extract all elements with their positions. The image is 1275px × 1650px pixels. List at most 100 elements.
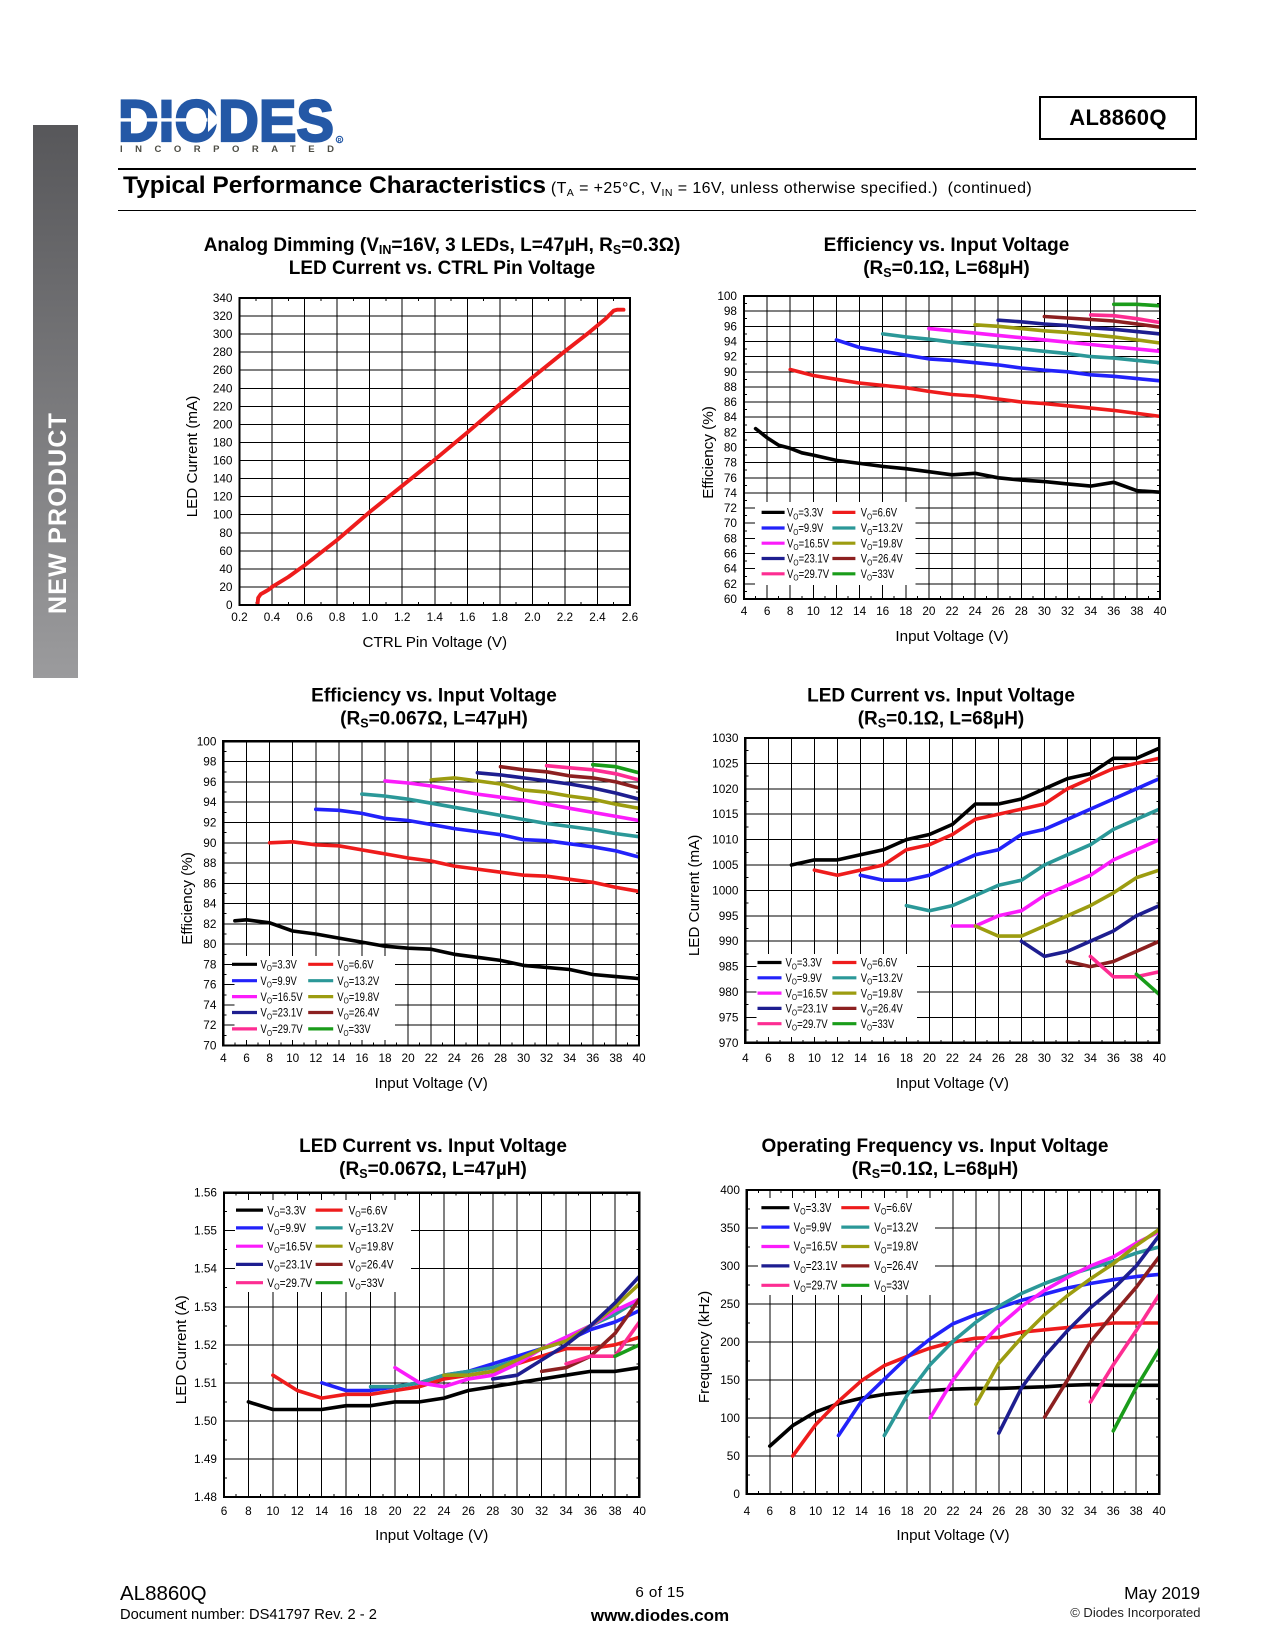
svg-text:Input Voltage (V): Input Voltage (V) <box>895 628 1008 645</box>
svg-text:995: 995 <box>719 909 739 923</box>
svg-text:34: 34 <box>1084 604 1098 618</box>
svg-text:72: 72 <box>724 501 737 515</box>
svg-text:20: 20 <box>924 1504 938 1518</box>
svg-text:1.56: 1.56 <box>194 1186 217 1200</box>
svg-text:24: 24 <box>969 1051 983 1065</box>
svg-text:1.55: 1.55 <box>194 1224 217 1238</box>
svg-text:10: 10 <box>266 1504 280 1518</box>
svg-text:LED Current (mA): LED Current (mA) <box>686 835 703 957</box>
svg-text:40: 40 <box>1153 1051 1167 1065</box>
svg-text:VO=33V: VO=33V <box>861 567 894 583</box>
svg-text:VO=13.2V: VO=13.2V <box>861 521 903 537</box>
svg-text:24: 24 <box>448 1051 462 1065</box>
svg-text:10: 10 <box>286 1051 300 1065</box>
svg-text:36: 36 <box>1107 1504 1121 1518</box>
svg-text:26: 26 <box>471 1051 485 1065</box>
svg-text:220: 220 <box>213 399 233 413</box>
svg-text:VO=3.3V: VO=3.3V <box>787 506 823 522</box>
svg-text:1.52: 1.52 <box>194 1338 217 1352</box>
svg-text:8: 8 <box>787 604 794 618</box>
svg-text:250: 250 <box>720 1297 740 1311</box>
svg-text:68: 68 <box>724 531 738 545</box>
svg-text:LED Current vs. Input Voltage: LED Current vs. Input Voltage <box>299 1136 567 1157</box>
svg-text:32: 32 <box>1061 1051 1074 1065</box>
svg-text:32: 32 <box>540 1051 553 1065</box>
svg-text:88: 88 <box>724 380 738 394</box>
svg-text:350: 350 <box>720 1221 740 1235</box>
svg-text:62: 62 <box>724 577 737 591</box>
svg-text:20: 20 <box>388 1504 402 1518</box>
svg-text:VO=29.7V: VO=29.7V <box>267 1276 312 1292</box>
svg-text:20: 20 <box>923 1051 937 1065</box>
svg-text:18: 18 <box>899 604 913 618</box>
svg-text:VO=23.1V: VO=23.1V <box>787 552 829 568</box>
svg-text:1020: 1020 <box>712 782 739 796</box>
svg-text:12: 12 <box>309 1051 322 1065</box>
svg-text:30: 30 <box>1038 1504 1052 1518</box>
svg-text:80: 80 <box>219 526 233 540</box>
svg-text:VO=13.2V: VO=13.2V <box>861 971 903 987</box>
svg-text:22: 22 <box>945 604 958 618</box>
svg-text:300: 300 <box>720 1259 740 1273</box>
svg-text:VO=9.9V: VO=9.9V <box>787 521 823 537</box>
svg-text:340: 340 <box>213 291 233 305</box>
svg-text:(RS=0.067Ω, L=47µH): (RS=0.067Ω, L=47µH) <box>340 709 528 731</box>
svg-text:74: 74 <box>203 998 217 1012</box>
svg-text:100: 100 <box>720 1411 740 1425</box>
svg-text:VO=33V: VO=33V <box>874 1279 909 1295</box>
svg-text:70: 70 <box>203 1039 217 1053</box>
svg-text:VO=3.3V: VO=3.3V <box>267 1203 306 1219</box>
svg-text:32: 32 <box>1061 604 1074 618</box>
svg-text:78: 78 <box>724 456 738 470</box>
svg-text:66: 66 <box>724 547 738 561</box>
svg-text:990: 990 <box>719 934 739 948</box>
svg-text:26: 26 <box>992 604 1006 618</box>
svg-text:36: 36 <box>1107 1051 1121 1065</box>
svg-text:LED Current vs. Input Voltage: LED Current vs. Input Voltage <box>807 686 1075 707</box>
svg-text:72: 72 <box>203 1018 216 1032</box>
svg-text:VO=9.9V: VO=9.9V <box>267 1221 306 1237</box>
svg-text:96: 96 <box>203 775 217 789</box>
svg-text:280: 280 <box>213 345 233 359</box>
svg-text:30: 30 <box>517 1051 531 1065</box>
svg-text:4: 4 <box>744 1504 751 1518</box>
svg-text:VO=16.5V: VO=16.5V <box>261 990 303 1006</box>
svg-text:160: 160 <box>213 454 233 468</box>
svg-text:0.2: 0.2 <box>231 610 247 624</box>
svg-text:Input Voltage (V): Input Voltage (V) <box>375 1527 488 1544</box>
svg-text:22: 22 <box>425 1051 438 1065</box>
svg-text:26: 26 <box>992 1051 1006 1065</box>
svg-text:VO=33V: VO=33V <box>337 1022 370 1038</box>
svg-text:70: 70 <box>724 516 738 530</box>
svg-text:90: 90 <box>203 836 217 850</box>
svg-text:34: 34 <box>563 1051 577 1065</box>
svg-text:180: 180 <box>213 436 233 450</box>
svg-text:DIODES: DIODES <box>118 89 334 154</box>
svg-text:VO=6.6V: VO=6.6V <box>861 956 897 972</box>
svg-text:92: 92 <box>724 350 737 364</box>
svg-text:80: 80 <box>203 937 217 951</box>
svg-text:400: 400 <box>720 1183 740 1197</box>
svg-text:200: 200 <box>213 417 233 431</box>
svg-text:40: 40 <box>1153 604 1167 618</box>
svg-text:VO=26.4V: VO=26.4V <box>861 552 903 568</box>
svg-text:14: 14 <box>853 604 867 618</box>
svg-text:24: 24 <box>969 1504 983 1518</box>
svg-text:VO=13.2V: VO=13.2V <box>337 974 379 990</box>
svg-text:VO=33V: VO=33V <box>349 1276 385 1292</box>
svg-text:90: 90 <box>724 365 738 379</box>
svg-text:VO=29.7V: VO=29.7V <box>786 1017 828 1033</box>
svg-text:VO=19.8V: VO=19.8V <box>861 986 903 1002</box>
svg-text:985: 985 <box>719 960 739 974</box>
svg-text:6: 6 <box>767 1504 774 1518</box>
svg-text:38: 38 <box>609 1051 623 1065</box>
svg-text:30: 30 <box>1038 604 1052 618</box>
svg-text:VO=16.5V: VO=16.5V <box>786 986 828 1002</box>
svg-text:86: 86 <box>724 395 738 409</box>
svg-text:200: 200 <box>720 1335 740 1349</box>
svg-text:VO=19.8V: VO=19.8V <box>861 536 903 552</box>
svg-text:LED Current (A): LED Current (A) <box>173 1295 190 1404</box>
svg-text:1.8: 1.8 <box>492 610 509 624</box>
svg-text:76: 76 <box>724 471 738 485</box>
svg-text:1.48: 1.48 <box>194 1490 217 1504</box>
